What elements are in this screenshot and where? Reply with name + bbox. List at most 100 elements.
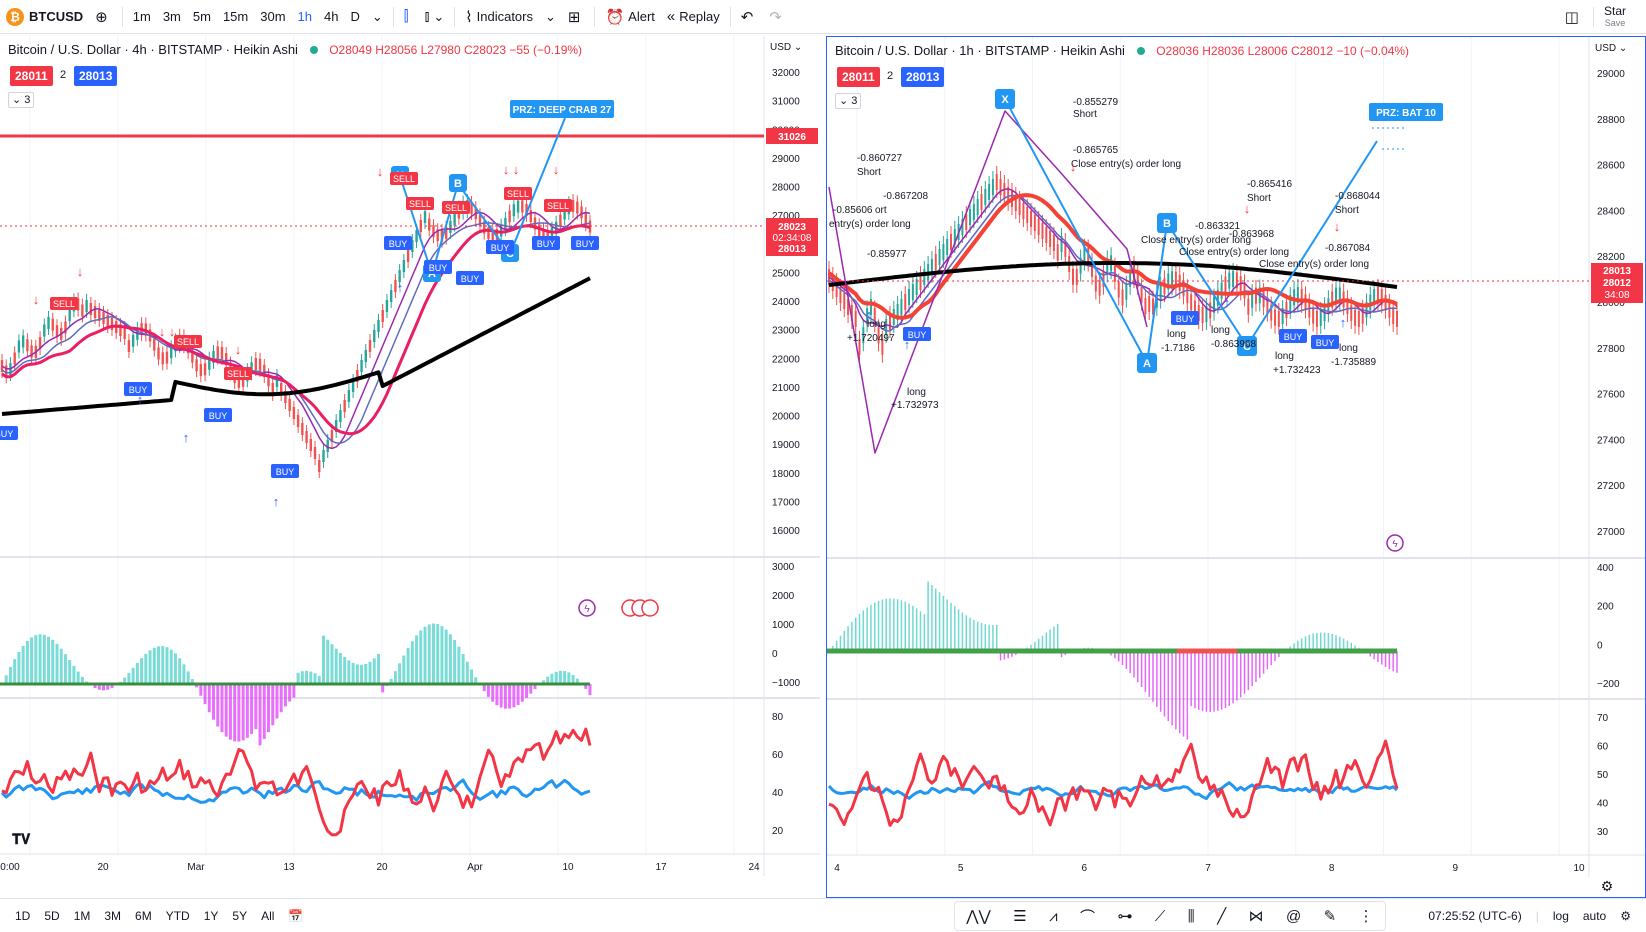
redo-button[interactable]: ↷ [763, 0, 792, 34]
prz-label-box[interactable] [1369, 103, 1443, 121]
indicators-button[interactable]: ⌇ Indicators [459, 0, 539, 34]
left-chart-canvas[interactable]: USD ⌄32000310003000029000280002700026000… [0, 36, 820, 898]
left-price-tick: 32000 [772, 68, 800, 79]
left-chart-pane[interactable]: USD ⌄32000310003000029000280002700026000… [0, 36, 820, 898]
candle-body [1182, 280, 1185, 297]
range-5d[interactable]: 5D [44, 908, 60, 923]
chart-type-button[interactable]: ⫾ ⌄ [419, 0, 451, 34]
more-tools-icon[interactable]: ⋮ [1358, 908, 1374, 925]
buy-signal-tag[interactable] [903, 327, 931, 341]
bar-style-button[interactable]: ⫿ [398, 0, 419, 34]
pattern-point-a[interactable] [1137, 353, 1157, 373]
trend-line-icon[interactable]: ╱ [1217, 908, 1227, 925]
right-collapse-button[interactable]: ⌄ 3 [835, 93, 862, 109]
candle-body [411, 240, 414, 252]
xabcd-tool-icon[interactable]: ⋈ [1248, 908, 1264, 925]
buy-signal-tag[interactable] [124, 382, 152, 396]
lightning-event-icon[interactable] [1386, 534, 1404, 552]
undo-button[interactable]: ↶ [735, 0, 764, 34]
candle-body [199, 364, 203, 377]
goto-date-button[interactable]: 📅 [281, 909, 310, 923]
range-1y[interactable]: 1Y [203, 908, 219, 923]
buy-signal-tag[interactable] [424, 260, 452, 274]
spiral-tool-icon[interactable]: @ [1286, 907, 1302, 925]
curve-tool-icon[interactable]: ⌒ [1080, 908, 1096, 926]
left-collapse-button[interactable]: ⌄ 3 [8, 92, 35, 108]
right-ask-button[interactable]: 28013 [901, 67, 945, 87]
interval-D[interactable]: D [350, 9, 360, 24]
interval-5m[interactable]: 5m [192, 9, 211, 24]
range-all[interactable]: All [261, 908, 275, 923]
buy-signal-tag[interactable] [204, 408, 232, 422]
range-3m[interactable]: 3M [104, 908, 122, 923]
segment-tool-icon[interactable]: ⊶ [1117, 908, 1133, 925]
right-chart-canvas[interactable]: USD ⌄29000288002860028400282002800027800… [827, 37, 1645, 897]
pattern-point-b[interactable] [449, 174, 467, 192]
right-date-tick: 4 [834, 863, 840, 874]
prz-label-box[interactable] [510, 100, 614, 118]
interval-4h[interactable]: 4h [324, 9, 339, 24]
sell-arrow-icon: ↓ [503, 162, 510, 177]
parallel-lines-icon[interactable]: ☰ [1013, 908, 1027, 925]
log-toggle[interactable]: log [1552, 909, 1569, 923]
range-1d[interactable]: 1D [15, 908, 31, 923]
left-date-tick: 20 [376, 862, 388, 873]
interval-dropdown[interactable]: ⌄ [366, 0, 389, 34]
buy-signal-tag[interactable] [271, 464, 299, 478]
interval-15m[interactable]: 15m [222, 9, 249, 24]
brush-tool-icon[interactable]: ✎ [1323, 908, 1337, 925]
pattern-tool-icon[interactable]: ⋀⋁ [966, 908, 991, 925]
sell-signal-tag[interactable] [406, 197, 434, 210]
auto-toggle[interactable]: auto [1582, 909, 1607, 923]
interval-1m[interactable]: 1m [132, 9, 151, 24]
left-ask-button[interactable]: 28013 [74, 66, 118, 86]
strategy-annotation: -0.85606 [833, 205, 873, 216]
candle-body [1396, 310, 1398, 327]
buy-signal-tag[interactable] [456, 271, 484, 285]
sell-signal-tag[interactable] [50, 297, 78, 310]
symbol-search[interactable]: ₿ BTCUSD [0, 0, 89, 34]
path-tool-icon[interactable]: ⟋ [1154, 907, 1166, 925]
sell-signal-tag[interactable] [442, 201, 470, 214]
interval-1h[interactable]: 1h [297, 9, 312, 24]
buy-signal-tag[interactable] [486, 240, 514, 254]
lightning-glyph: ϟ [584, 604, 590, 615]
pattern-point-c[interactable] [1237, 336, 1257, 356]
sell-signal-tag[interactable] [390, 172, 418, 185]
abcd-tool-icon[interactable]: ⩘ [1049, 907, 1058, 925]
range-5y[interactable]: 5Y [232, 908, 248, 923]
lightning-event-icon[interactable] [578, 599, 596, 617]
buy-signal-tag[interactable] [1311, 335, 1339, 349]
sell-signal-tag[interactable] [504, 187, 532, 200]
us-flag-event-icon[interactable] [641, 599, 659, 617]
buy-signal-tag[interactable] [384, 236, 412, 250]
indicators-dropdown[interactable]: ⌄ [539, 0, 562, 34]
buy-signal-tag[interactable] [0, 426, 18, 440]
layout-button[interactable]: ⊞ [562, 0, 591, 34]
range-1m[interactable]: 1M [73, 908, 91, 923]
buy-signal-tag[interactable] [1279, 329, 1307, 343]
buy-signal-text: BUY [1176, 314, 1195, 324]
range-6m[interactable]: 6M [135, 908, 152, 923]
right-bid-button[interactable]: 28011 [837, 67, 880, 87]
alert-button[interactable]: ⏰ Alert [599, 0, 660, 34]
layout-panel-button[interactable]: ◫ [1559, 0, 1589, 34]
interval-30m[interactable]: 30m [260, 9, 286, 24]
sell-signal-tag[interactable] [544, 199, 572, 212]
buy-signal-tag[interactable] [532, 236, 560, 250]
pattern-point-b[interactable] [1157, 213, 1177, 233]
settings-gear-icon[interactable]: ⚙ [1620, 909, 1631, 923]
save-button[interactable]: Star Save [1598, 0, 1646, 34]
fib-tool-icon[interactable]: ⫼ [1187, 907, 1195, 925]
sell-signal-tag[interactable] [174, 335, 202, 348]
replay-button[interactable]: « Replay [661, 0, 726, 34]
sell-signal-tag[interactable] [224, 367, 252, 380]
left-bid-button[interactable]: 28011 [10, 66, 53, 86]
compare-add-button[interactable]: ⊕ [89, 0, 118, 34]
buy-signal-tag[interactable] [1171, 311, 1199, 325]
pattern-point-x[interactable] [995, 89, 1015, 109]
right-chart-pane[interactable]: USD ⌄ 29000 28800 28600 28400 28200 28000 27800… [826, 36, 1646, 898]
interval-3m[interactable]: 3m [162, 9, 181, 24]
buy-signal-tag[interactable] [571, 236, 599, 250]
range-ytd[interactable]: YTD [165, 908, 190, 923]
